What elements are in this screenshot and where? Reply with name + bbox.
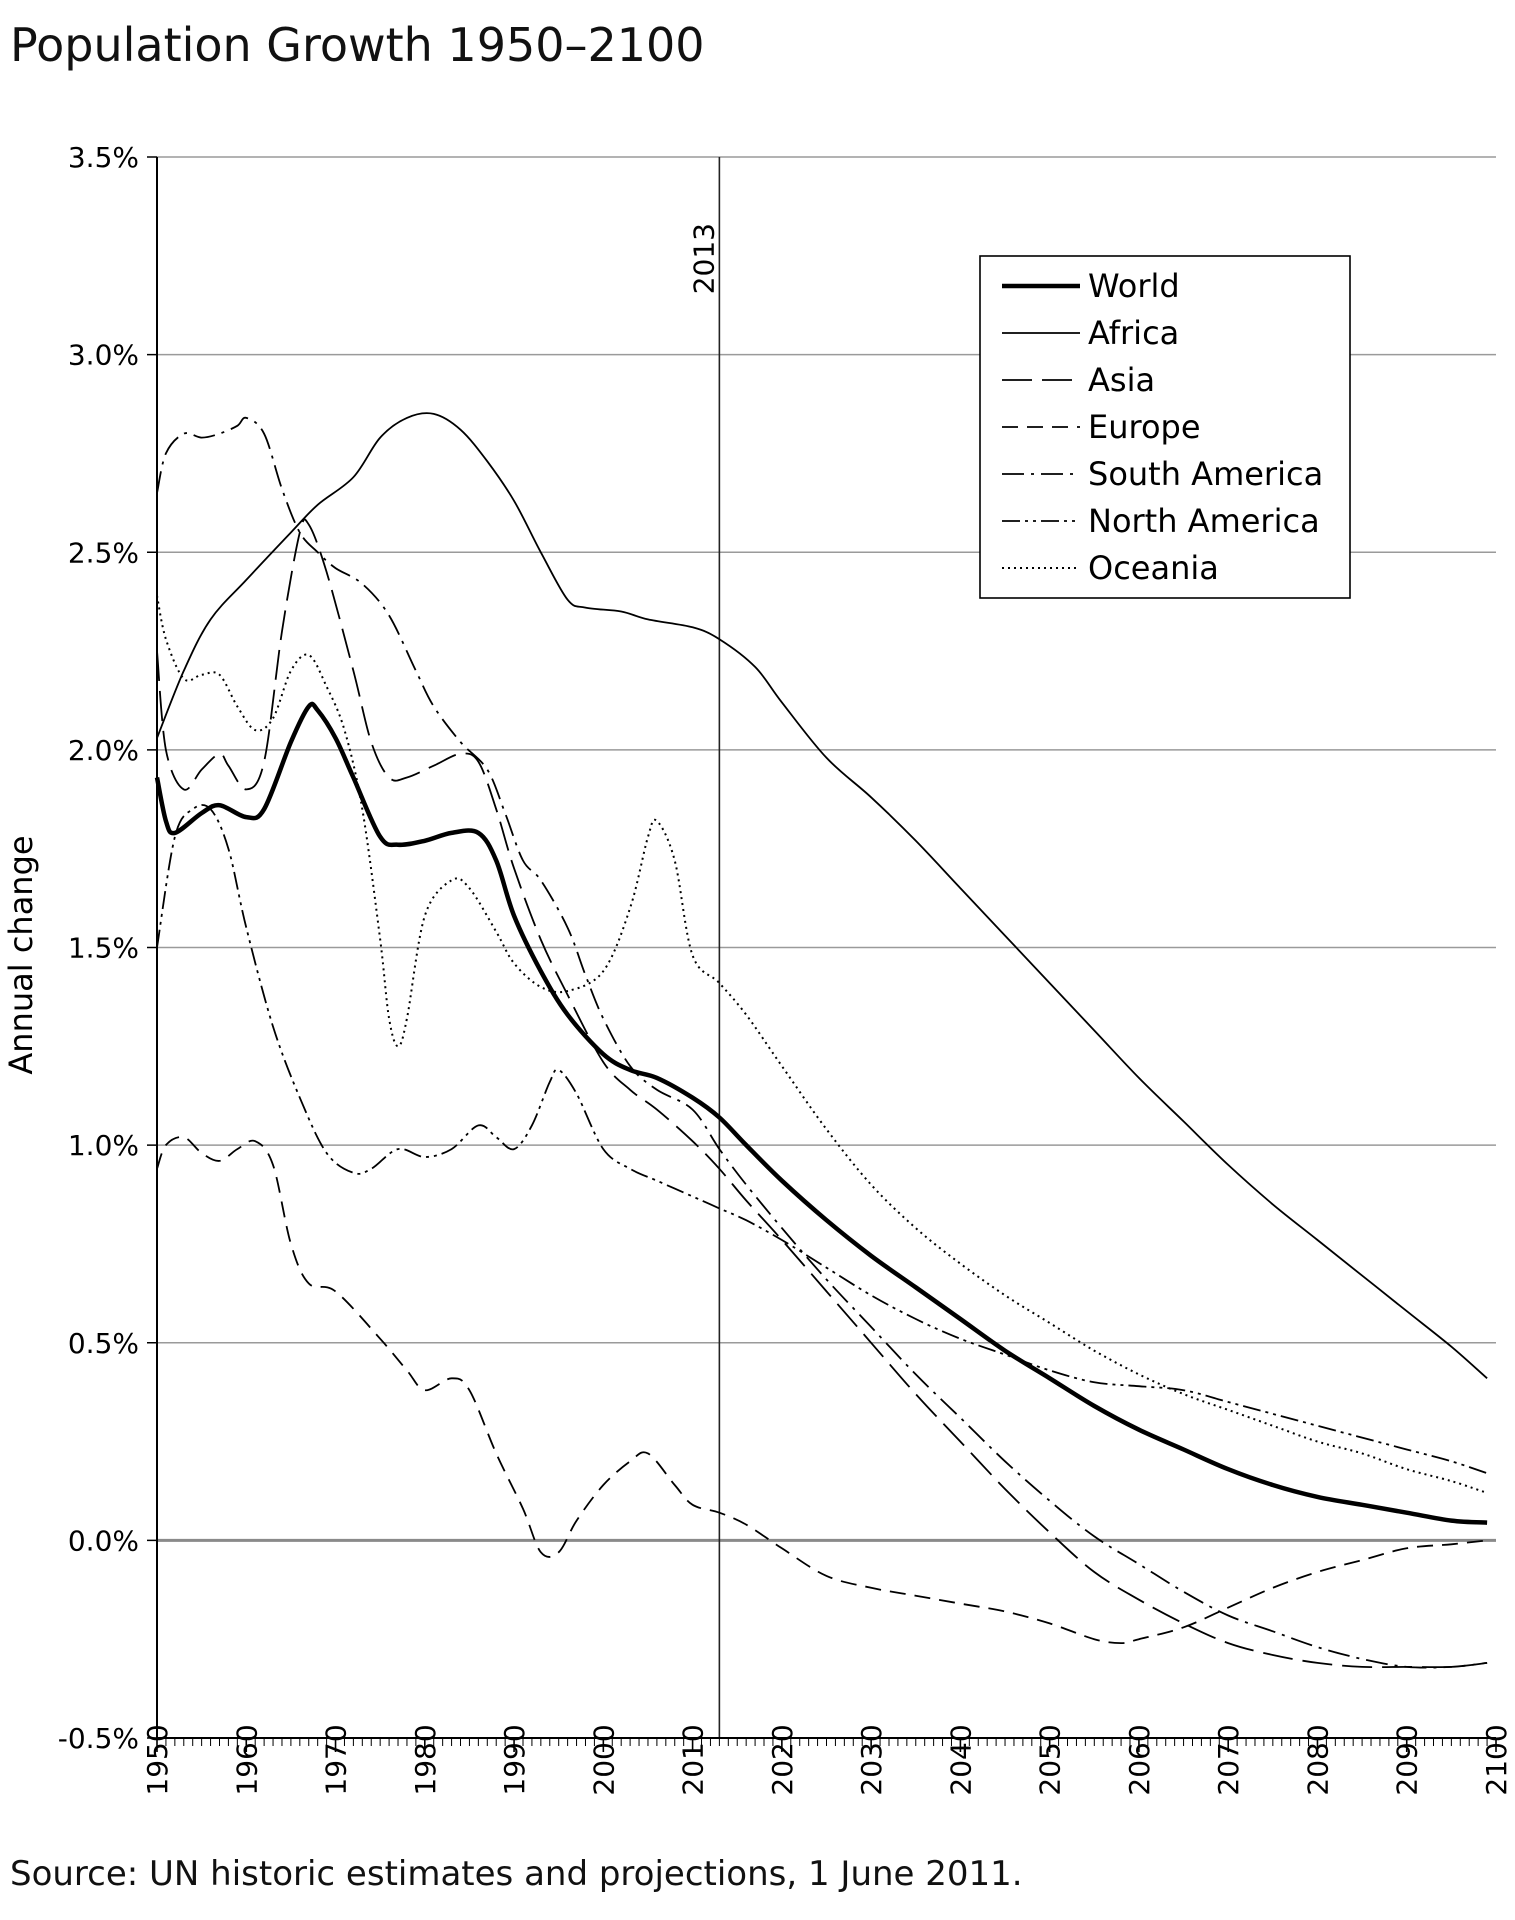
x-tick-label: 2020 [766,1724,799,1795]
y-tick-label: 0.0% [68,1524,139,1557]
x-tick-label: 2050 [1034,1724,1067,1795]
legend-label-africa: Africa [1088,314,1179,352]
y-tick-label: 1.5% [68,932,139,965]
y-tick-label: 1.0% [68,1129,139,1162]
x-tick-label: 2070 [1212,1724,1245,1795]
x-tick-label: 2010 [677,1724,710,1795]
x-tick-label: 2080 [1301,1724,1334,1795]
x-tick-label: 1960 [230,1724,263,1795]
series-line-oceania [156,595,1488,1494]
legend: World Africa Asia Europe South America North … [979,255,1351,599]
series-line-asia [156,518,1488,1669]
reference-line-2013: 2013 [687,157,720,1738]
series-lines [154,412,1488,1669]
source-note: Source: UN historic estimates and projec… [10,1854,1023,1894]
x-tick-label: 1970 [320,1724,353,1795]
y-tick-label: 0.5% [68,1327,139,1360]
x-tick-label: 2000 [587,1724,620,1795]
x-tick-label: 2030 [855,1724,888,1795]
chart-title: Population Growth 1950–2100 [10,18,705,72]
x-tick-label: 2100 [1480,1724,1513,1795]
x-tick-label: 1950 [141,1724,174,1795]
legend-label-south-america: South America [1088,455,1323,493]
x-tick-label: 1990 [498,1724,531,1795]
legend-label-north-america: North America [1088,502,1320,540]
legend-label-oceania: Oceania [1088,549,1219,587]
legend-label-asia: Asia [1088,361,1155,399]
y-tick-label: 2.0% [68,734,139,767]
y-tick-label: 3.0% [68,339,139,372]
y-tick-label: 2.5% [68,536,139,569]
y-tick-label: 3.5% [68,141,139,174]
legend-label-europe: Europe [1088,408,1201,446]
series-line-south-america [156,416,1488,1669]
reference-line-label: 2013 [687,223,720,294]
series-line-world [154,701,1488,1525]
series-line-africa [156,412,1488,1379]
legend-label-world: World [1088,267,1180,305]
x-tick-label: 2040 [944,1724,977,1795]
x-tick-label: 2060 [1123,1724,1156,1795]
y-tick-label: -0.5% [58,1722,139,1755]
series-line-europe [156,1136,1488,1644]
axes: 3.5% 3.0% 2.5% 2.0% 1.5% 1.0% 0.5% 0.0% -0.5% 195… [58,141,1513,1796]
y-axis-label: Annual change [2,835,40,1074]
series-line-north-america [156,804,1488,1475]
x-tick-label: 1980 [409,1724,442,1795]
x-tick-label: 2090 [1391,1724,1424,1795]
